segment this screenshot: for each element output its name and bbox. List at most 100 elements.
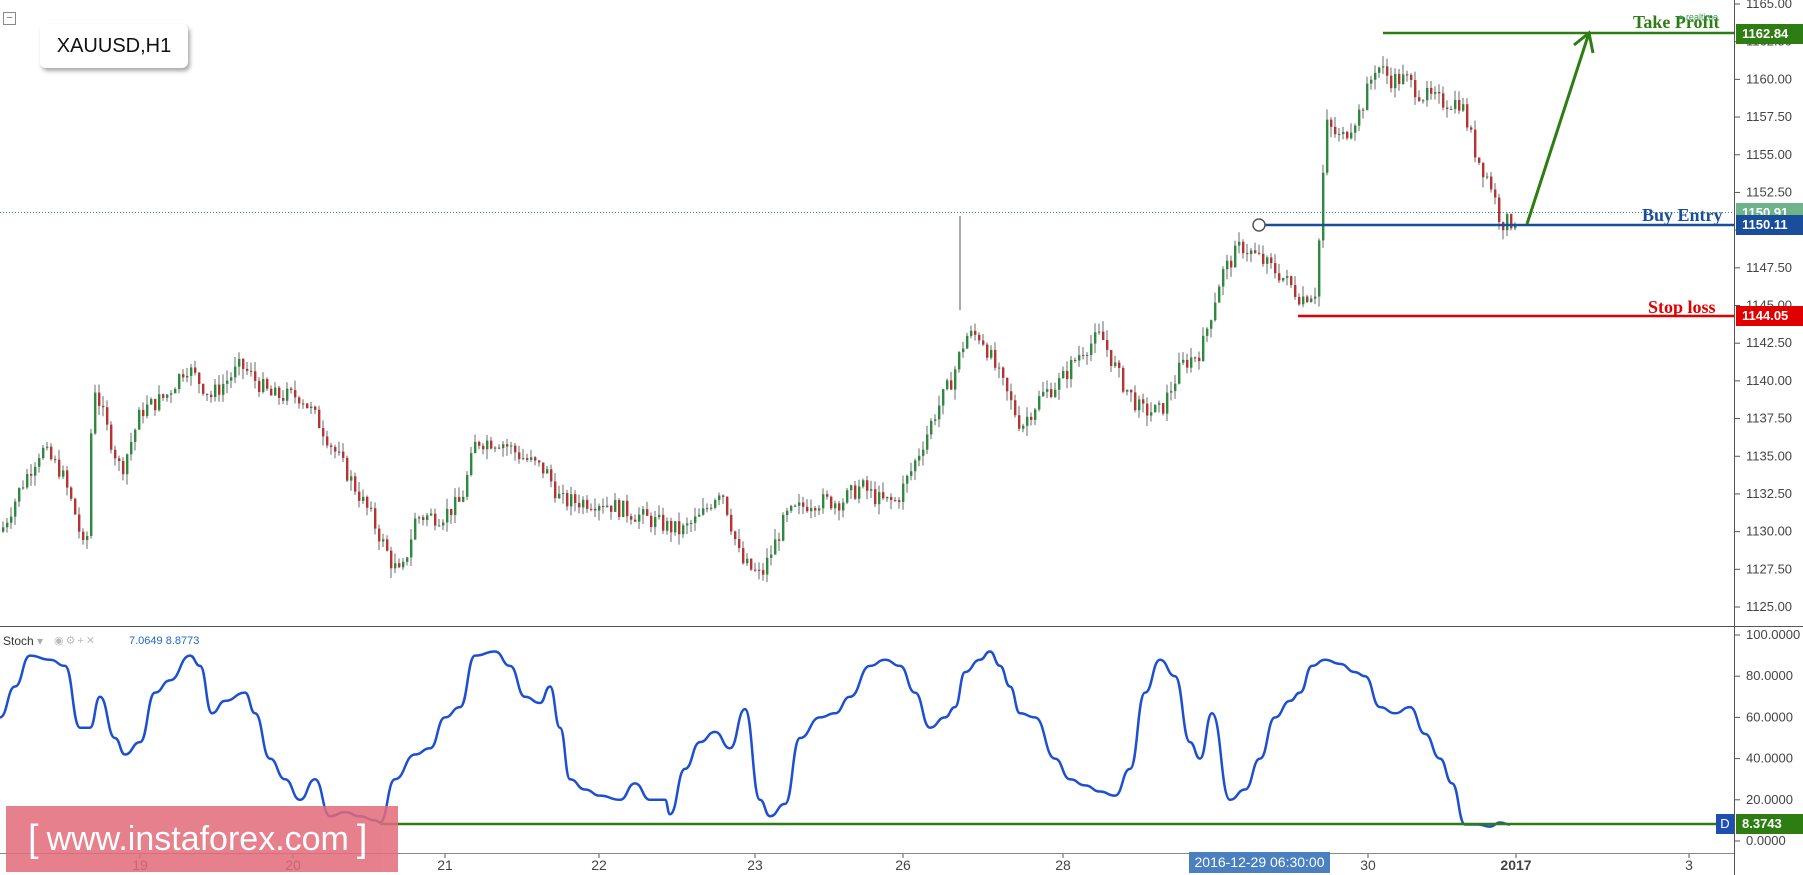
candle-body: [586, 499, 589, 509]
candle-body: [382, 539, 385, 542]
price-tick-label: 1157.50: [1746, 109, 1792, 124]
plus-icon[interactable]: +: [77, 635, 86, 647]
candle-body: [1190, 357, 1193, 368]
candle-body: [738, 538, 741, 549]
candle-body: [1302, 296, 1305, 305]
candle-body: [306, 403, 309, 409]
stoch-values: 7.0649 8.8773: [129, 635, 199, 647]
stoch-label-text: Stoch: [3, 634, 34, 648]
candle-body: [722, 495, 725, 497]
candle-body: [606, 505, 609, 507]
candle-body: [770, 554, 773, 558]
candle-body: [466, 474, 469, 497]
candle-body: [50, 446, 53, 460]
candle-body: [962, 348, 965, 353]
candle-body: [558, 493, 561, 499]
candle-body: [1022, 425, 1025, 429]
candle-body: [942, 389, 945, 406]
candle-body: [410, 539, 413, 558]
candle-body: [482, 445, 485, 450]
collapse-icon[interactable]: –: [3, 12, 16, 25]
candle-body: [822, 494, 825, 509]
candle-body: [1210, 320, 1213, 329]
candle-body: [186, 375, 189, 378]
candle-body: [1494, 189, 1497, 198]
candle-body: [1090, 343, 1093, 355]
candle-body: [406, 557, 409, 562]
candle-body: [82, 531, 85, 540]
candle-body: [278, 387, 281, 398]
gear-icon[interactable]: ⚙: [65, 635, 78, 647]
price-tick-label: 1132.50: [1746, 486, 1792, 501]
candle-body: [1198, 357, 1201, 362]
candle-body: [10, 516, 13, 523]
candle-body: [622, 500, 625, 517]
candle-body: [234, 366, 237, 378]
candle-body: [262, 379, 265, 392]
candle-body: [1326, 119, 1329, 173]
candle-body: [1266, 257, 1269, 264]
price-tick-label: 1160.00: [1746, 71, 1792, 86]
candle-body: [522, 458, 525, 460]
candle-body: [1430, 87, 1433, 94]
candle-body: [574, 494, 577, 504]
candle-body: [354, 476, 357, 492]
candle-body: [746, 558, 749, 564]
candle-body: [906, 475, 909, 484]
candle-body: [266, 379, 269, 389]
candle-body: [1358, 109, 1361, 126]
candle-body: [1418, 97, 1421, 101]
target-arrow[interactable]: [1525, 35, 1590, 225]
candle-body: [1386, 66, 1389, 76]
candle-body: [806, 506, 809, 512]
candle-body: [1490, 176, 1493, 190]
candle-body: [454, 497, 457, 516]
entry-marker[interactable]: [1252, 218, 1266, 232]
candle-body: [650, 515, 653, 528]
candle-body: [950, 380, 953, 390]
candle-body: [458, 497, 461, 502]
candle-body: [230, 377, 233, 381]
candlestick-series: [2, 56, 1517, 583]
candle-body: [1054, 389, 1057, 397]
time-tick-label: 30: [1360, 857, 1376, 873]
candle-body: [654, 517, 657, 528]
candle-body: [470, 453, 473, 475]
chevron-down-icon[interactable]: ▾: [37, 634, 44, 648]
candle-body: [22, 487, 25, 489]
candle-body: [1038, 396, 1041, 410]
candle-body: [1362, 109, 1365, 111]
candle-body: [318, 409, 321, 429]
candle-body: [1390, 75, 1393, 89]
price-tick-label: 1125.00: [1746, 599, 1792, 614]
candle-body: [1426, 87, 1429, 101]
candle-body: [1082, 355, 1085, 357]
candle-body: [38, 458, 41, 467]
watermark-bracket-open: [: [28, 817, 39, 860]
eye-icon[interactable]: ◉: [54, 635, 66, 647]
candle-body: [818, 508, 821, 511]
candle-body: [578, 503, 581, 508]
realtime-label: realtime: [1685, 12, 1718, 22]
close-icon[interactable]: ✕: [85, 635, 98, 647]
candle-body: [646, 509, 649, 516]
candle-body: [1462, 104, 1465, 111]
candle-body: [274, 387, 277, 396]
candle-body: [198, 372, 201, 385]
stoch-k-value: 7.0649: [129, 635, 163, 647]
stoch-label[interactable]: Stoch ▾: [3, 634, 43, 648]
time-tick-label: 28: [1055, 857, 1071, 873]
candle-body: [934, 419, 937, 421]
candle-body: [342, 451, 345, 458]
symbol-label: XAUUSD,H1: [40, 24, 188, 68]
candle-body: [1498, 197, 1501, 223]
candle-body: [1178, 362, 1181, 384]
candle-body: [394, 563, 397, 569]
candle-body: [514, 445, 517, 453]
indicator-tools[interactable]: ◉⚙+✕: [54, 634, 97, 647]
candle-body: [130, 441, 133, 455]
candle-body: [910, 471, 913, 476]
candle-body: [666, 520, 669, 531]
candle-body: [442, 522, 445, 526]
candle-body: [1130, 389, 1133, 393]
